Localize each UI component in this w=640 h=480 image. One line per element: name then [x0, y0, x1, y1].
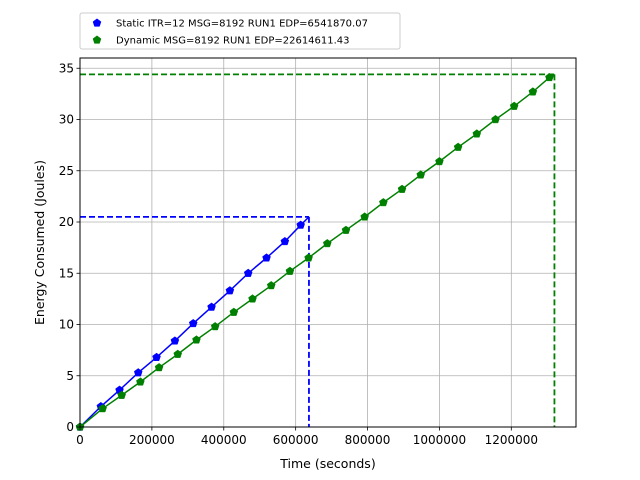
- data-point: [360, 212, 369, 221]
- data-point: [341, 225, 351, 234]
- data-point: [152, 352, 161, 361]
- data-point: [379, 198, 388, 207]
- data-point: [192, 335, 201, 344]
- ticks: 0 200000 400000 600000 800000 1000000 1200000 0…: [59, 61, 538, 447]
- data-point: [210, 322, 220, 331]
- legend-box: [79, 12, 401, 50]
- data-point: [229, 307, 239, 316]
- x-axis-label: Time (seconds): [279, 456, 375, 471]
- x-tick-label: 0: [76, 433, 84, 447]
- y-tick-label: 15: [59, 266, 74, 280]
- legend-marker: [92, 18, 102, 27]
- data-point: [304, 253, 313, 262]
- data-point: [285, 266, 295, 275]
- data-point: [296, 220, 305, 229]
- data-point: [207, 302, 216, 311]
- legend-entry-static: Static ITR=12 MSG=8192 RUN1 EDP=6541870.…: [116, 19, 368, 30]
- y-tick-label: 35: [59, 61, 74, 75]
- y-tick-label: 10: [59, 318, 74, 332]
- data-point: [133, 368, 143, 377]
- data-point: [225, 286, 235, 295]
- x-tick-label: 1200000: [485, 433, 538, 447]
- x-tick-label: 1000000: [413, 433, 466, 447]
- x-tick-label: 200000: [129, 433, 175, 447]
- data-point: [416, 170, 426, 179]
- y-tick-label: 30: [59, 113, 74, 127]
- series-line-0: [79, 216, 310, 428]
- data-point: [262, 253, 271, 262]
- x-tick-label: 800000: [345, 433, 391, 447]
- legend-marker: [92, 35, 102, 44]
- y-axis-label: Energy Consumed (Joules): [32, 160, 47, 325]
- data-point: [509, 101, 519, 110]
- reference-lines: [80, 73, 556, 427]
- series-layer: [75, 72, 555, 431]
- x-tick-label: 600000: [273, 433, 319, 447]
- data-point: [472, 129, 482, 138]
- data-point: [280, 236, 290, 246]
- y-tick-label: 0: [66, 420, 74, 434]
- data-point: [248, 294, 257, 303]
- data-point: [528, 87, 538, 96]
- data-point: [98, 404, 107, 413]
- y-tick-label: 5: [66, 369, 74, 383]
- data-point: [136, 377, 145, 386]
- legend: Static ITR=12 MSG=8192 RUN1 EDP=6541870.…: [79, 12, 401, 50]
- data-point: [322, 239, 332, 248]
- data-point: [170, 336, 180, 345]
- data-point: [117, 390, 126, 399]
- data-point: [453, 142, 463, 151]
- data-point: [154, 363, 164, 372]
- data-point: [266, 281, 276, 290]
- data-point: [397, 184, 407, 193]
- data-point: [188, 318, 198, 328]
- legend-entry-dynamic: Dynamic MSG=8192 RUN1 EDP=22614611.43: [116, 36, 350, 47]
- data-point: [173, 349, 183, 358]
- data-point: [243, 268, 253, 277]
- y-tick-label: 20: [59, 215, 74, 229]
- data-point: [435, 157, 444, 166]
- data-point: [491, 114, 500, 124]
- data-point: [545, 72, 554, 82]
- x-tick-label: 400000: [201, 433, 247, 447]
- y-tick-label: 25: [59, 164, 74, 178]
- axes-frame: [79, 57, 577, 428]
